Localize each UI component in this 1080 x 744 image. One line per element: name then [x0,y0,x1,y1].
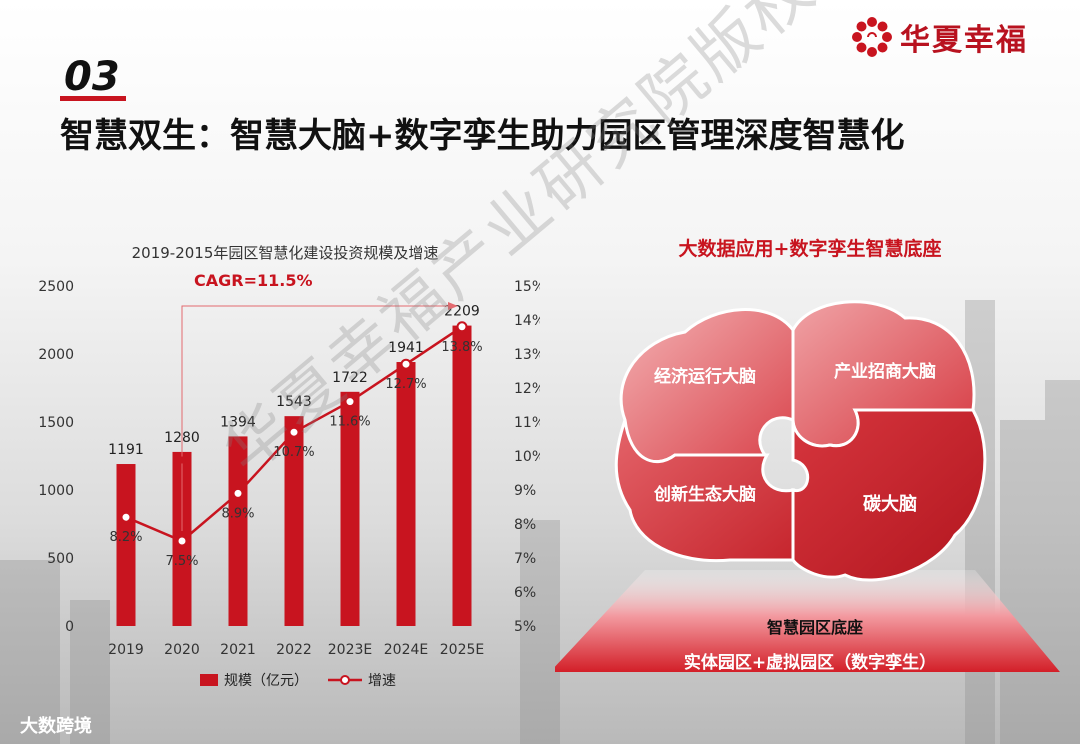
left-tick-label: 2000 [38,347,74,363]
growth-value-label: 8.2% [109,530,142,545]
piece-label-carbon: 碳大脑 [863,493,917,515]
piece-carbon [791,408,987,582]
section-number: 03 [64,54,120,100]
x-tick-label: 2023E [328,642,372,658]
piece-label-innovation: 创新生态大脑 [653,484,756,505]
left-tick-label: 500 [47,551,74,567]
growth-value-label: 13.8% [441,340,482,355]
right-tick-label: 9% [514,483,536,499]
growth-value-label: 11.6% [329,415,370,430]
bar [284,416,304,626]
bar-value-label: 1941 [388,340,424,356]
cagr-label: CAGR=11.5% [194,271,313,290]
bar-value-label: 1543 [276,394,312,410]
x-tick-label: 2019 [108,642,144,658]
left-tick-label: 1500 [38,415,74,431]
piece-innovation [614,419,795,563]
growth-value-label: 7.5% [165,554,198,569]
left-tick-label: 0 [65,619,74,635]
right-tick-label: 10% [514,449,540,465]
section-underline [60,96,126,101]
left-tick-label: 1000 [38,483,74,499]
base-platform [555,570,1060,672]
base-subtitle: 实体园区+虚拟园区（数字孪生） [683,653,937,673]
flower-logo-icon [852,17,892,57]
cagr-start-dot [178,456,186,464]
bar [116,464,136,626]
growth-value-label: 10.7% [273,445,314,460]
growth-point [176,535,188,547]
bar [228,436,248,626]
brain-diagram: 经济运行大脑 产业招商大脑 创新生态大脑 碳大脑 [555,300,1060,672]
piece-label-investment: 产业招商大脑 [834,361,936,382]
right-tick-label: 13% [514,347,540,363]
right-tick-label: 7% [514,551,536,567]
page-title: 智慧双生：智慧大脑+数字孪生助力园区管理深度智慧化 [60,116,905,156]
legend-swatch-bar [200,674,218,686]
x-tick-label: 2022 [276,642,312,658]
investment-chart: 0 500 1000 1500 2000 2500 5% 6% 7% 8% 9% 10% 11% 12% 1… [38,271,540,689]
growth-point [456,321,468,333]
cagr-bracket [181,305,448,531]
chart-title: 2019-2015年园区智慧化建设投资规模及增速 [131,244,439,262]
x-tick-label: 2025E [440,642,484,658]
bar-value-label: 1722 [332,370,368,386]
growth-point [288,426,300,438]
bar [452,325,472,626]
bar [396,362,416,626]
x-tick-label: 2020 [164,642,200,658]
x-tick-label: 2021 [220,642,256,658]
growth-point [400,358,412,370]
right-tick-label: 12% [514,381,540,397]
piece-label-economy: 经济运行大脑 [654,366,756,387]
base-title: 智慧园区底座 [766,618,863,637]
growth-point [344,396,356,408]
cagr-arrowhead [448,302,458,310]
legend-swatch-point [340,675,350,685]
right-tick-label: 8% [514,517,536,533]
right-tick-label: 6% [514,585,536,601]
footer-brand: 大数跨境 [20,716,92,737]
right-tick-label: 14% [514,313,540,329]
bar-value-label: 1394 [220,414,256,430]
growth-point [120,511,132,523]
brand-name: 华夏幸福 [900,23,1028,58]
legend-label-line: 增速 [368,673,396,689]
right-tick-label: 15% [514,279,540,295]
x-tick-label: 2024E [384,642,428,658]
bar-value-label: 1191 [108,442,144,458]
brand-logo: 华夏幸福 [850,12,1028,62]
growth-value-label: 8.9% [221,506,254,521]
growth-point [232,487,244,499]
right-tick-label: 5% [514,619,536,635]
legend-label-bar: 规模（亿元） [224,673,308,689]
diagram-title: 大数据应用+数字孪生智慧底座 [678,238,942,260]
right-tick-label: 11% [514,415,540,431]
bar [340,391,360,626]
left-tick-label: 2500 [38,279,74,295]
growth-value-label: 12.7% [385,377,426,392]
